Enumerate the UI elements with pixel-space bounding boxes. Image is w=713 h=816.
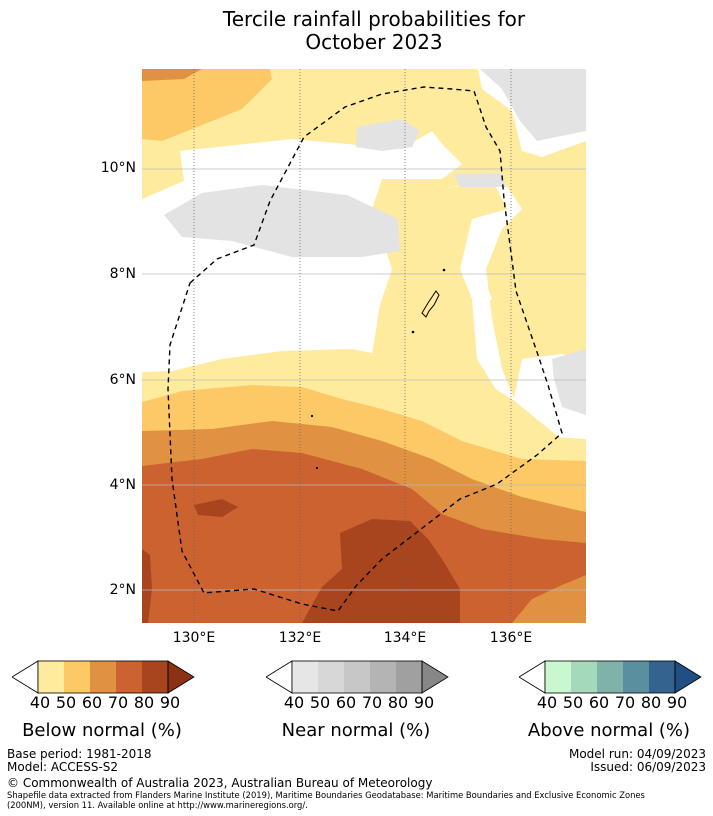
footer-copyright: © Commonwealth of Australia 2023, Austra… (7, 776, 433, 790)
colorbar-below-normal (12, 660, 195, 694)
below-90-central-patch (302, 519, 460, 623)
tick-70: 70 (107, 693, 129, 712)
footer-model: Model: ACCESS-S2 (7, 760, 119, 774)
near-normal-east-patch (552, 349, 586, 415)
near-normal-north-patch (356, 119, 420, 151)
tick-40: 40 (29, 693, 51, 712)
footer-shapefile-line-1: Shapefile data extracted from Flanders M… (7, 790, 645, 800)
title-line-1: Tercile rainfall probabilities for (222, 7, 526, 31)
map-title: Tercile rainfall probabilities for Octob… (0, 8, 713, 54)
tick-40: 40 (283, 693, 305, 712)
lon-label-130e: 130°E (172, 630, 216, 646)
below-60-northwest-patch (142, 69, 272, 141)
lat-label-10n: 10°N (100, 160, 136, 176)
tick-90: 90 (666, 693, 688, 712)
white-island-patch (468, 273, 492, 307)
legend-near-normal: 40 50 60 70 80 90 Near normal (%) (266, 660, 466, 741)
white-pocket-east (442, 179, 586, 439)
tick-70: 70 (361, 693, 383, 712)
ticks-above-normal: 40 50 60 70 80 90 (531, 693, 699, 713)
tick-50: 50 (309, 693, 331, 712)
lon-label-132e: 132°E (278, 630, 322, 646)
lat-label-6n: 6°N (109, 372, 136, 388)
colorbar-near-normal (266, 660, 449, 694)
footer-issued: Issued: 06/09/2023 (590, 760, 706, 774)
near-normal-center-patch (454, 173, 506, 187)
caption-near-normal: Near normal (%) (281, 720, 431, 741)
tick-50: 50 (562, 693, 584, 712)
below-90-southwest-patch (142, 549, 152, 623)
caption-above-normal: Above normal (%) (527, 720, 691, 741)
footer-base-period: Base period: 1981-2018 (7, 747, 152, 761)
palau-islands (310, 268, 446, 470)
tick-90: 90 (413, 693, 435, 712)
tick-60: 60 (81, 693, 103, 712)
tick-80: 80 (640, 693, 662, 712)
ticks-near-normal: 40 50 60 70 80 90 (278, 693, 446, 713)
lon-label-134e: 134°E (383, 630, 427, 646)
legend-below-normal: 40 50 60 70 80 90 Below normal (%) (12, 660, 212, 741)
probability-map (142, 69, 586, 623)
tick-70: 70 (614, 693, 636, 712)
footer-shapefile-line-2: (200NM), version 11. Available online at… (7, 800, 308, 810)
tick-40: 40 (536, 693, 558, 712)
below-90-west-patch (194, 499, 238, 517)
near-normal-west-patch (164, 185, 400, 257)
lon-label-136e: 136°E (489, 630, 533, 646)
eez-boundary (167, 86, 563, 612)
legend-above-normal: 40 50 60 70 80 90 Above normal (%) (519, 660, 713, 741)
title-line-2: October 2023 (305, 30, 443, 54)
tick-60: 60 (335, 693, 357, 712)
colorbar-above-normal (519, 660, 702, 694)
footer-model-run: Model run: 04/09/2023 (568, 747, 706, 761)
lat-label-8n: 8°N (109, 266, 136, 282)
tick-60: 60 (588, 693, 610, 712)
ticks-below-normal: 40 50 60 70 80 90 (24, 693, 192, 713)
tick-80: 80 (133, 693, 155, 712)
caption-below-normal: Below normal (%) (22, 720, 182, 741)
tick-50: 50 (55, 693, 77, 712)
map-gridlines (142, 69, 586, 623)
near-normal-northeast-patch (480, 69, 586, 141)
below-70-northwest-patch (142, 69, 202, 81)
lat-label-2n: 2°N (109, 582, 136, 598)
lat-label-4n: 4°N (109, 477, 136, 493)
tick-90: 90 (159, 693, 181, 712)
tick-80: 80 (387, 693, 409, 712)
